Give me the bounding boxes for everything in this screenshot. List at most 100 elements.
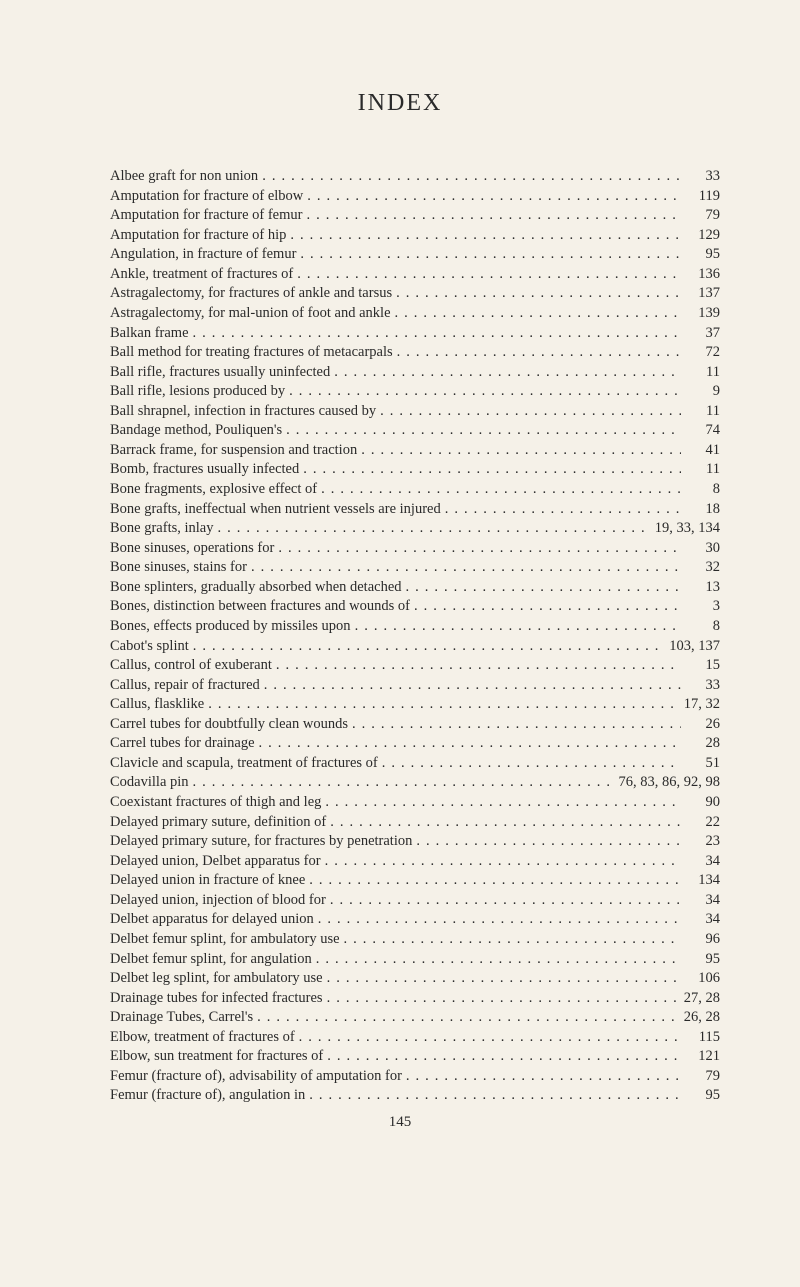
entry-text: Bone fragments, explosive effect of xyxy=(110,480,317,500)
leader-dots xyxy=(193,324,681,344)
entry-page: 34 xyxy=(685,910,720,930)
index-entry: Balkan frame37 xyxy=(110,324,720,344)
entry-text: Bones, distinction between fractures and… xyxy=(110,597,410,617)
entry-page: 26 xyxy=(685,715,720,735)
entry-page: 95 xyxy=(685,245,720,265)
entry-page: 30 xyxy=(685,539,720,559)
entry-text: Elbow, treatment of fractures of xyxy=(110,1028,295,1048)
entry-text: Ball shrapnel, infection in fractures ca… xyxy=(110,402,376,422)
index-entry: Bomb, fractures usually infected11 xyxy=(110,460,720,480)
index-entry: Delayed union in fracture of knee134 xyxy=(110,871,720,891)
leader-dots xyxy=(276,656,681,676)
entry-text: Astragalectomy, for fractures of ankle a… xyxy=(110,284,392,304)
entry-page: 19, 33, 134 xyxy=(655,519,720,539)
index-entry: Drainage tubes for infected fractures27,… xyxy=(110,989,720,1009)
index-entry: Amputation for fracture of femur79 xyxy=(110,206,720,226)
leader-dots xyxy=(325,793,681,813)
entry-page: 139 xyxy=(685,304,720,324)
leader-dots xyxy=(327,1047,681,1067)
index-entry: Bone grafts, inlay19, 33, 134 xyxy=(110,519,720,539)
index-entry: Delayed union, Delbet apparatus for 34 xyxy=(110,852,720,872)
leader-dots xyxy=(414,597,681,617)
entry-text: Bone grafts, ineffectual when nutrient v… xyxy=(110,500,441,520)
leader-dots xyxy=(327,969,681,989)
entry-text: Angulation, in fracture of femur xyxy=(110,245,296,265)
entry-text: Albee graft for non union xyxy=(110,167,258,187)
entry-page: 121 xyxy=(685,1047,720,1067)
footer-page-number: 145 xyxy=(80,1114,720,1131)
entry-text: Drainage tubes for infected fractures xyxy=(110,989,323,1009)
leader-dots xyxy=(330,891,681,911)
leader-dots xyxy=(251,558,681,578)
entry-text: Amputation for fracture of elbow xyxy=(110,187,303,207)
leader-dots xyxy=(303,460,681,480)
entry-text: Delayed union, Delbet apparatus for xyxy=(110,852,321,872)
entry-text: Delbet leg splint, for ambulatory use xyxy=(110,969,323,989)
entry-page: 8 xyxy=(685,617,720,637)
entry-page: 90 xyxy=(685,793,720,813)
index-entry: Cabot's splint103, 137 xyxy=(110,637,720,657)
index-entry: Bone sinuses, operations for 30 xyxy=(110,539,720,559)
leader-dots xyxy=(325,852,681,872)
entry-page: 41 xyxy=(685,441,720,461)
leader-dots xyxy=(307,187,681,207)
leader-dots xyxy=(361,441,681,461)
index-entry: Ball shrapnel, infection in fractures ca… xyxy=(110,402,720,422)
entry-page: 136 xyxy=(685,265,720,285)
entry-text: Codavilla pin xyxy=(110,773,189,793)
leader-dots xyxy=(344,930,681,950)
entry-text: Ankle, treatment of fractures of xyxy=(110,265,293,285)
entry-page: 74 xyxy=(685,421,720,441)
index-entry: Ball rifle, fractures usually uninfected… xyxy=(110,363,720,383)
index-entry: Carrel tubes for drainage28 xyxy=(110,734,720,754)
leader-dots xyxy=(309,871,681,891)
entry-text: Delbet femur splint, for angulation xyxy=(110,950,312,970)
leader-dots xyxy=(355,617,681,637)
entry-text: Barrack frame, for suspension and tracti… xyxy=(110,441,357,461)
entry-text: Callus, repair of fractured xyxy=(110,676,260,696)
entry-text: Bone sinuses, operations for xyxy=(110,539,274,559)
entry-page: 119 xyxy=(685,187,720,207)
index-entry: Albee graft for non union33 xyxy=(110,167,720,187)
page-title: INDEX xyxy=(80,90,720,117)
entry-page: 95 xyxy=(685,1086,720,1106)
entry-page: 129 xyxy=(685,226,720,246)
entry-page: 34 xyxy=(685,852,720,872)
leader-dots xyxy=(278,539,681,559)
entry-page: 33 xyxy=(685,676,720,696)
index-entry: Femur (fracture of), angulation in95 xyxy=(110,1086,720,1106)
entry-page: 18 xyxy=(685,500,720,520)
index-entry: Bone fragments, explosive effect of8 xyxy=(110,480,720,500)
entry-text: Amputation for fracture of hip xyxy=(110,226,286,246)
leader-dots xyxy=(300,245,681,265)
index-entry: Ball rifle, lesions produced by9 xyxy=(110,382,720,402)
index-entry: Bandage method, Pouliquen's74 xyxy=(110,421,720,441)
leader-dots xyxy=(218,519,651,539)
entry-text: Delayed union in fracture of knee xyxy=(110,871,305,891)
entry-text: Callus, control of exuberant xyxy=(110,656,272,676)
entry-page: 96 xyxy=(685,930,720,950)
leader-dots xyxy=(397,343,681,363)
index-entry: Callus, repair of fractured 33 xyxy=(110,676,720,696)
index-entry: Bones, distinction between fractures and… xyxy=(110,597,720,617)
entry-text: Ball rifle, lesions produced by xyxy=(110,382,285,402)
index-entry: Delbet femur splint, for ambulatory use9… xyxy=(110,930,720,950)
index-entry: Delbet leg splint, for ambulatory use106 xyxy=(110,969,720,989)
leader-dots xyxy=(193,637,666,657)
entry-page: 3 xyxy=(685,597,720,617)
leader-dots xyxy=(297,265,681,285)
index-entry: Angulation, in fracture of femur 95 xyxy=(110,245,720,265)
entry-page: 13 xyxy=(685,578,720,598)
leader-dots xyxy=(327,989,680,1009)
entry-text: Delbet apparatus for delayed union xyxy=(110,910,314,930)
index-entry: Delayed primary suture, for fractures by… xyxy=(110,832,720,852)
entry-text: Clavicle and scapula, treatment of fract… xyxy=(110,754,378,774)
entry-page: 95 xyxy=(685,950,720,970)
leader-dots xyxy=(299,1028,681,1048)
entry-text: Carrel tubes for drainage xyxy=(110,734,255,754)
entry-text: Bone splinters, gradually absorbed when … xyxy=(110,578,402,598)
leader-dots xyxy=(330,813,681,833)
entry-page: 51 xyxy=(685,754,720,774)
entry-page: 34 xyxy=(685,891,720,911)
entry-text: Delayed union, injection of blood for xyxy=(110,891,326,911)
